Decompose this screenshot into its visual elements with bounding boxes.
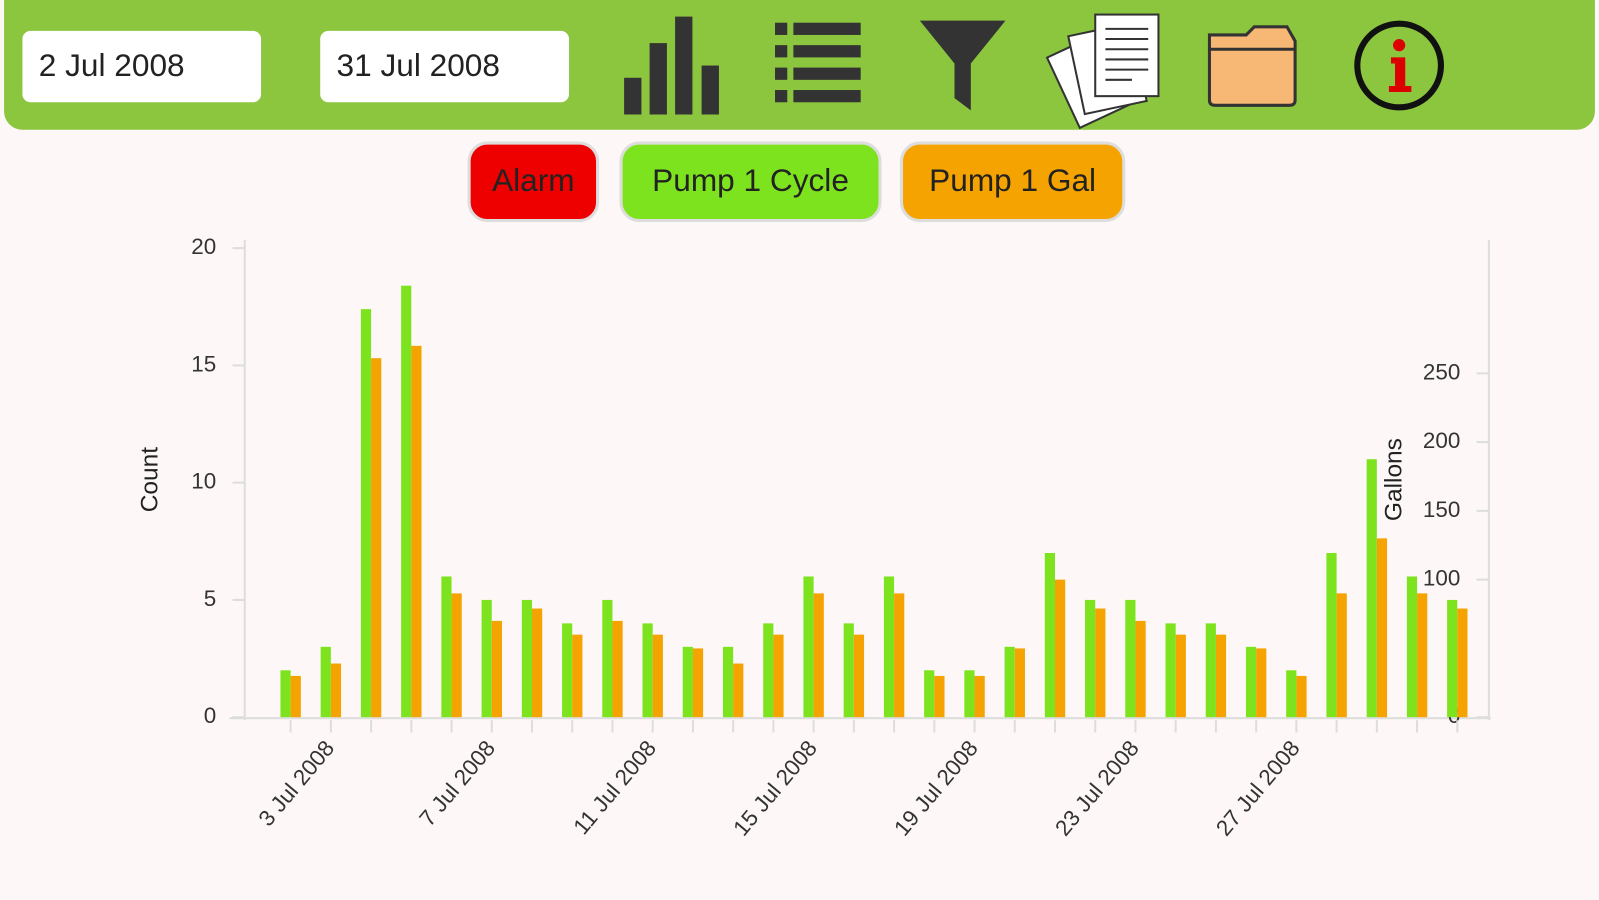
- end-date: 31 Jul 2008: [337, 47, 500, 83]
- bar: [602, 599, 613, 718]
- bar: [1376, 538, 1388, 718]
- bar: [803, 576, 814, 718]
- bar: [1406, 576, 1418, 718]
- bar: [813, 593, 824, 718]
- bar: [401, 285, 412, 718]
- bar: [1095, 608, 1106, 718]
- bar: [924, 670, 935, 718]
- bar: [763, 623, 774, 718]
- bar: [1215, 634, 1227, 718]
- bar: [1014, 648, 1025, 718]
- bar: [934, 675, 945, 718]
- bar: [521, 599, 533, 718]
- end-date-input[interactable]: [320, 30, 570, 103]
- y2-axis-title: Gallons: [1381, 438, 1408, 521]
- bar: [1245, 646, 1257, 718]
- chart-icon[interactable]: [624, 16, 719, 115]
- bar: [1296, 675, 1307, 718]
- y-tick-label: 10: [191, 469, 216, 494]
- bar: [1336, 593, 1347, 718]
- bar: [1447, 599, 1458, 718]
- bar: [290, 675, 301, 718]
- bar: [1055, 579, 1066, 718]
- legend-label: Pump 1 Gal: [929, 162, 1096, 198]
- start-date-input[interactable]: [22, 30, 262, 103]
- bar: [652, 634, 663, 718]
- bar: [1165, 623, 1176, 718]
- info-icon[interactable]: [1354, 20, 1444, 111]
- legend-button[interactable]: [899, 141, 1126, 223]
- legend: Alarm Pump 1 Cycle Pump 1 Gal: [467, 141, 1126, 223]
- bar: [481, 599, 492, 718]
- bar: [843, 623, 854, 718]
- bar: [1004, 646, 1015, 718]
- legend-button[interactable]: [619, 141, 882, 223]
- bar: [1135, 620, 1146, 718]
- bar: [773, 634, 784, 718]
- bar: [330, 663, 342, 718]
- bar: [894, 593, 905, 718]
- bar: [1417, 593, 1428, 718]
- report-icon[interactable]: [1045, 13, 1160, 130]
- bar: [280, 670, 291, 718]
- bar: [411, 345, 422, 718]
- x-tick-label: 23 Jul 2008: [1050, 736, 1144, 841]
- x-tick-label: 19 Jul 2008: [889, 736, 983, 841]
- bar: [360, 309, 372, 718]
- y-tick-label: 5: [204, 586, 216, 611]
- y2-tick-label: 100: [1423, 566, 1460, 591]
- bar: [1366, 459, 1377, 718]
- bar: [642, 623, 653, 718]
- x-tick-label: 15 Jul 2008: [728, 736, 822, 841]
- bar: [1205, 623, 1216, 718]
- x-tick-label: 3 Jul 2008: [254, 736, 340, 831]
- y-tick-label: 20: [191, 234, 216, 259]
- bar: [733, 663, 744, 718]
- bar: [1125, 599, 1136, 718]
- legend-label: Pump 1 Cycle: [652, 162, 849, 198]
- y2-tick-label: 200: [1423, 428, 1460, 453]
- x-tick-label: 7 Jul 2008: [414, 736, 500, 831]
- bar: [441, 576, 452, 718]
- folder-icon[interactable]: [1207, 25, 1297, 107]
- bar: [682, 646, 693, 718]
- legend-label: Alarm: [492, 162, 575, 198]
- bar: [692, 648, 704, 718]
- bar: [532, 608, 543, 718]
- bar: [722, 646, 734, 718]
- bar: [883, 576, 895, 718]
- bar: [1044, 553, 1056, 718]
- bar: [853, 634, 865, 718]
- bar: [964, 670, 975, 718]
- y-tick-label: 0: [204, 703, 216, 728]
- bar: [1175, 634, 1186, 718]
- filter-icon[interactable]: [919, 20, 1006, 111]
- x-tick-label: 27 Jul 2008: [1211, 736, 1305, 841]
- y-axis-title: Count: [136, 447, 163, 512]
- y2-tick-label: 150: [1423, 497, 1460, 522]
- legend-button[interactable]: [467, 141, 600, 223]
- bar: [371, 358, 382, 718]
- y-tick-label: 15: [191, 351, 216, 376]
- start-date: 2 Jul 2008: [39, 47, 185, 83]
- bar: [451, 593, 462, 718]
- bar: [974, 675, 985, 718]
- bar: [1256, 648, 1267, 718]
- bar: [572, 634, 583, 718]
- bar: [612, 620, 623, 718]
- y2-tick-label: 250: [1423, 359, 1460, 384]
- x-tick-label: 11 Jul 2008: [568, 736, 661, 840]
- bar: [1326, 553, 1337, 718]
- bar: [320, 646, 331, 718]
- bar: [491, 620, 502, 718]
- bar: [562, 623, 573, 718]
- bar: [1085, 599, 1096, 718]
- list-icon[interactable]: [775, 22, 861, 103]
- bar: [1286, 670, 1297, 718]
- bar: [1457, 608, 1468, 718]
